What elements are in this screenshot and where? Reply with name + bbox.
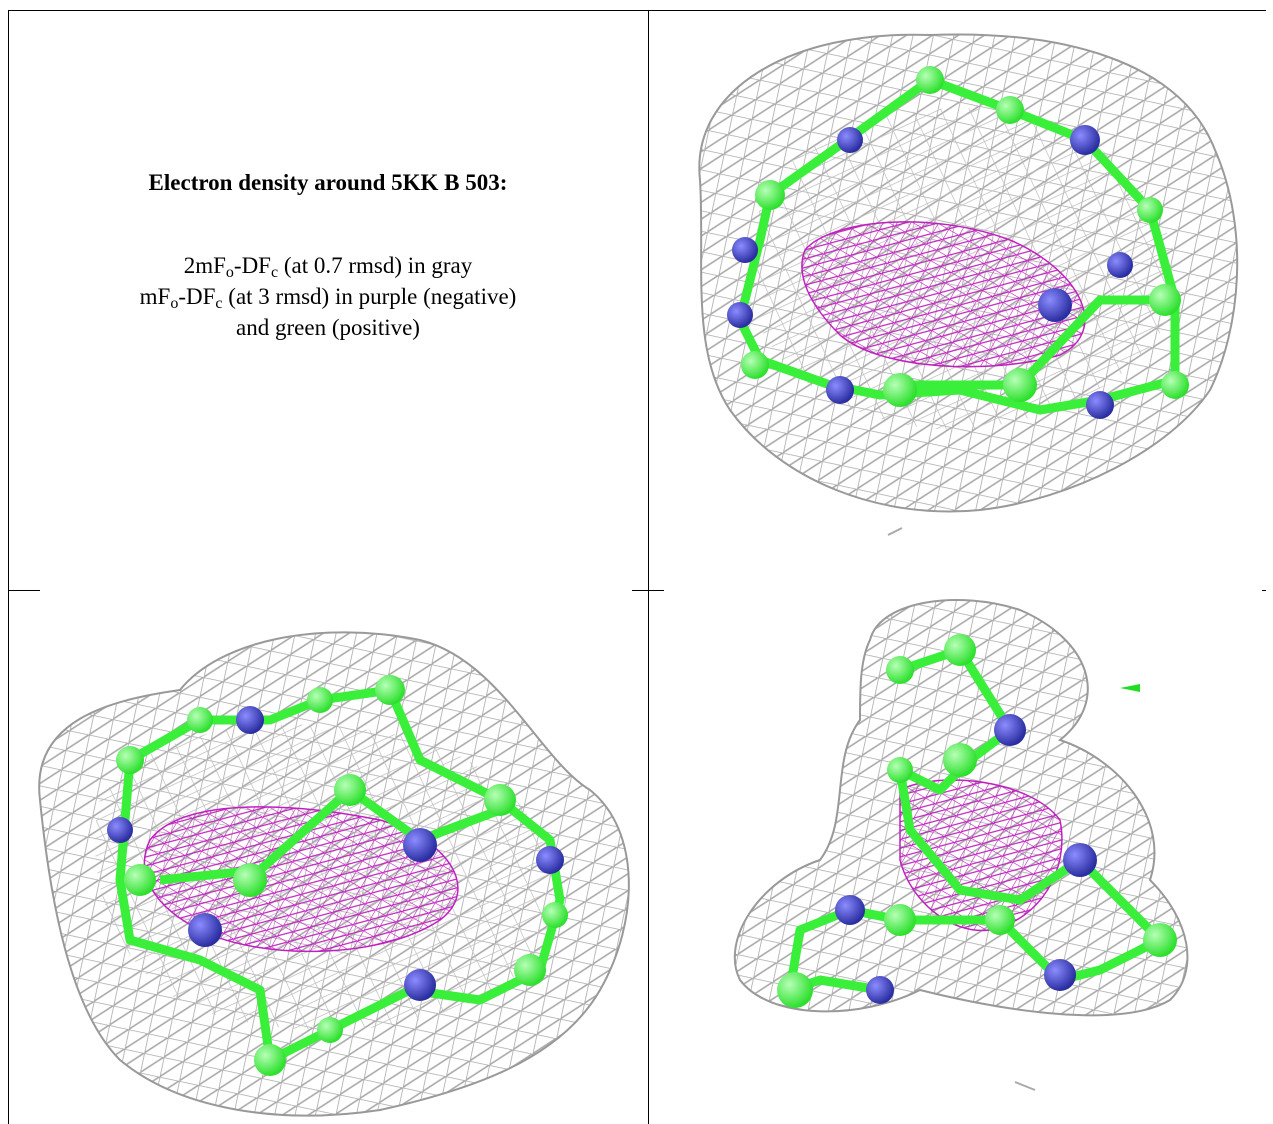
caption-line: 2mFo-DFc (at 0.7 rmsd) in gray bbox=[8, 250, 648, 281]
caption-lines: 2mFo-DFc (at 0.7 rmsd) in gray mFo-DFc (a… bbox=[8, 250, 648, 343]
density-view-bottom-left bbox=[38, 631, 630, 1117]
density-view-bottom-right bbox=[733, 599, 1189, 1091]
subscript: o bbox=[225, 264, 234, 281]
caption-text: mF bbox=[139, 284, 171, 309]
subscript: o bbox=[170, 295, 179, 312]
caption-text: (at 0.7 rmsd) in gray bbox=[278, 253, 473, 278]
caption-text: and green (positive) bbox=[236, 315, 420, 340]
caption-text: -DF bbox=[233, 253, 271, 278]
caption-title: Electron density around 5KK B 503: bbox=[148, 170, 508, 195]
caption-text: -DF bbox=[178, 284, 216, 309]
caption-line: and green (positive) bbox=[8, 312, 648, 343]
density-view-top-right bbox=[698, 33, 1239, 536]
subscript: c bbox=[270, 264, 279, 281]
caption-text: (at 3 rmsd) in purple (negative) bbox=[222, 284, 517, 309]
subscript: c bbox=[215, 295, 223, 312]
panel-borders bbox=[8, 10, 1266, 1124]
caption-text: 2mF bbox=[183, 253, 226, 278]
caption-line: mFo-DFc (at 3 rmsd) in purple (negative) bbox=[8, 281, 648, 312]
caption: Electron density around 5KK B 503: 2mFo-… bbox=[8, 150, 648, 343]
